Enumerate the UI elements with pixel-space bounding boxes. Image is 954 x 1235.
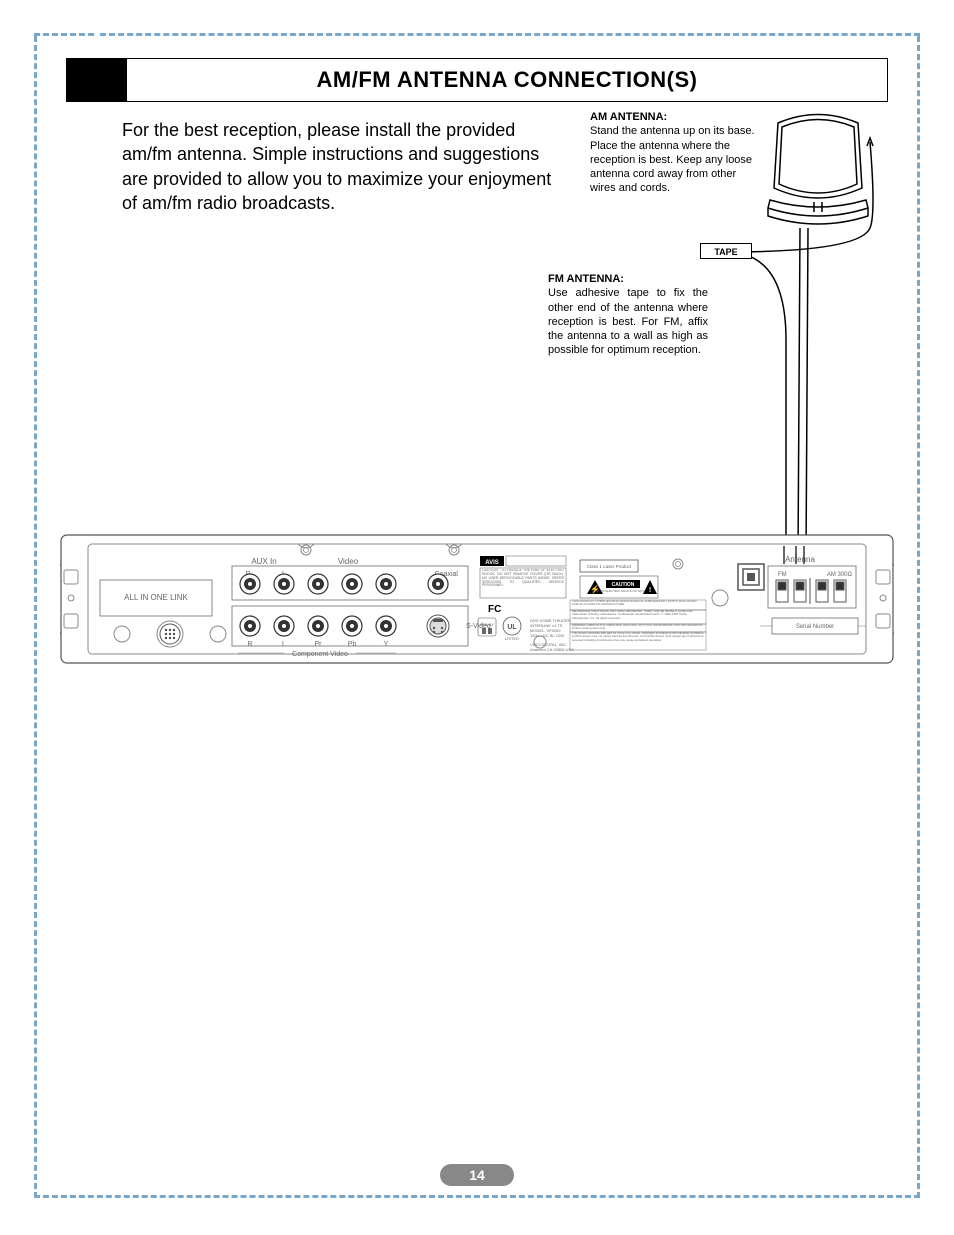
svg-text:Anaheim CA 92806 USA: Anaheim CA 92806 USA (530, 647, 574, 652)
am-antenna-instructions: AM ANTENNA: Stand the antenna up on its … (590, 110, 755, 196)
svg-text:R: R (247, 641, 252, 648)
svg-text:!: ! (649, 587, 651, 594)
serial-number-label: Serial Number (796, 624, 834, 630)
svg-text:LISTED: LISTED (505, 636, 519, 641)
svg-text:DOLBY: DOLBY (480, 622, 494, 627)
pr-label: Pr (315, 641, 323, 648)
am-antenna-illustration (758, 108, 878, 238)
rear-panel-illustration: ALL IN ONE LINK AUX In R L Video Coaxial… (60, 534, 894, 664)
page-number: 14 (440, 1164, 514, 1186)
fm-terminal-label: FM (778, 572, 787, 578)
fc-label: FC (488, 604, 501, 615)
intro-paragraph: For the best reception, please install t… (122, 118, 562, 215)
fm-antenna-instructions: FM ANTENNA: Use adhesive tape to fix the… (548, 272, 708, 358)
component-video-label: Component Video (292, 651, 348, 658)
caution-label: CAUTION (612, 582, 635, 588)
svg-text:120V / DC IN: 12W: 120V / DC IN: 12W (530, 633, 564, 638)
video-label: Video (338, 557, 359, 566)
avis-label: AVIS (485, 560, 499, 566)
antenna-label: Antenna (785, 555, 815, 564)
svg-text:L: L (282, 641, 286, 648)
fm-antenna-header: FM ANTENNA: (548, 272, 708, 286)
am-terminal-label: AM 300Ω (827, 572, 853, 578)
fm-antenna-body: Use adhesive tape to fix the other end o… (548, 286, 708, 357)
ul-label: UL (507, 624, 517, 631)
section-title: AM/FM ANTENNA CONNECTION(S) (127, 67, 887, 93)
am-antenna-header: AM ANTENNA: (590, 110, 755, 124)
all-in-one-link-label: ALL IN ONE LINK (124, 593, 188, 602)
title-black-tab (67, 59, 127, 101)
y-label: Y (384, 641, 389, 648)
am-antenna-body: Stand the antenna up on its base. Place … (590, 124, 755, 195)
aux-in-label: AUX In (251, 557, 276, 566)
class1-label: Class 1 Laser Product (587, 564, 632, 569)
caution-text: CAUTION - TO REDUCE THE RISK OF ELECTRIC… (482, 569, 564, 588)
pb-label: Pb (348, 641, 357, 648)
tape-label: TAPE (700, 243, 752, 259)
section-title-box: AM/FM ANTENNA CONNECTION(S) (66, 58, 888, 102)
